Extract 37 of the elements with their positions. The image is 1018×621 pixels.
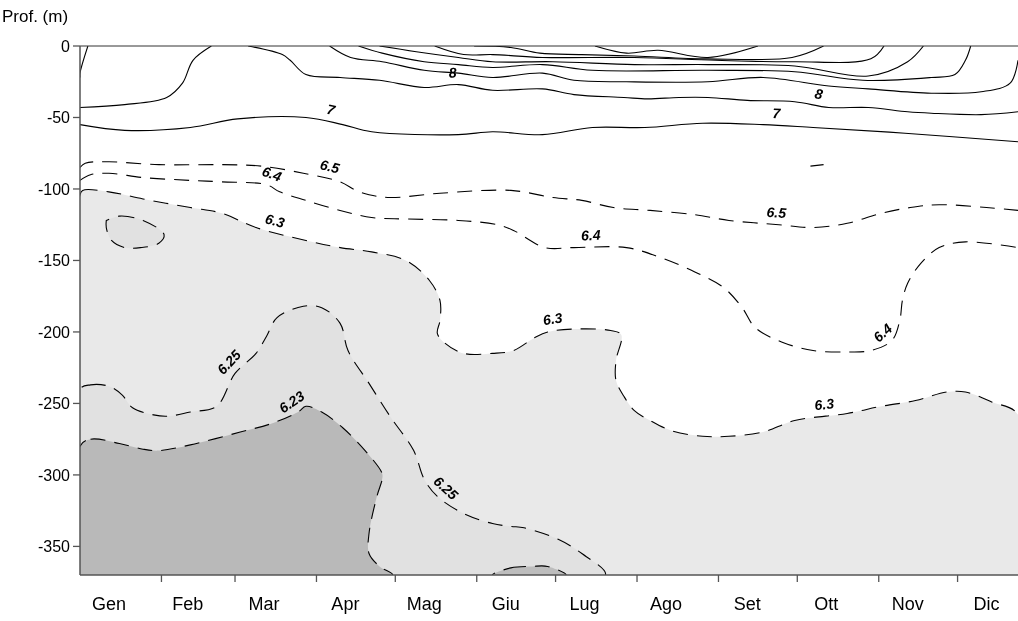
- y-tick-label: -100: [37, 180, 71, 198]
- text: 6.25: [430, 472, 462, 504]
- text: 6.4: [580, 226, 601, 244]
- y-tick-label: -50: [46, 109, 71, 127]
- y-tick-label: 0: [61, 37, 71, 55]
- text: 6.3: [263, 210, 287, 231]
- y-tick-label: -200: [37, 323, 71, 341]
- x-tick-label: Mag: [406, 594, 442, 614]
- x-tick-label: Ago: [649, 594, 682, 614]
- x-tick-label: Gen: [91, 594, 126, 614]
- x-tick-label: Mar: [248, 594, 280, 614]
- line-series: [80, 46, 212, 109]
- y-axis-title: Prof. (m): [2, 7, 69, 26]
- text: 7: [772, 105, 781, 122]
- x-tick-label: Feb: [172, 594, 204, 614]
- line-series: [434, 46, 885, 64]
- text: 8: [813, 85, 825, 103]
- text: 7: [325, 100, 338, 119]
- y-tick-label: -350: [37, 538, 71, 556]
- x-tick-label: Apr: [331, 594, 360, 614]
- text: 6.23: [275, 387, 308, 417]
- text: 8: [448, 64, 457, 81]
- y-tick-label: -150: [37, 252, 71, 270]
- x-tick-label: Ott: [814, 594, 839, 614]
- text: 6.5: [318, 156, 342, 177]
- text: 6.4: [259, 162, 284, 185]
- x-tick-label: Giu: [491, 594, 520, 614]
- x-tick-label: Lug: [569, 594, 600, 614]
- y-tick-label: -300: [37, 466, 71, 484]
- x-tick-label: Dic: [973, 594, 1000, 614]
- x-tick-label: Nov: [891, 594, 924, 614]
- text: 6.3: [541, 309, 564, 329]
- y-tick-label: -250: [37, 395, 71, 413]
- text: 6.3: [813, 395, 835, 414]
- x-tick-label: Set: [733, 594, 761, 614]
- text: 6.5: [766, 203, 787, 222]
- text: 6.4: [870, 320, 896, 346]
